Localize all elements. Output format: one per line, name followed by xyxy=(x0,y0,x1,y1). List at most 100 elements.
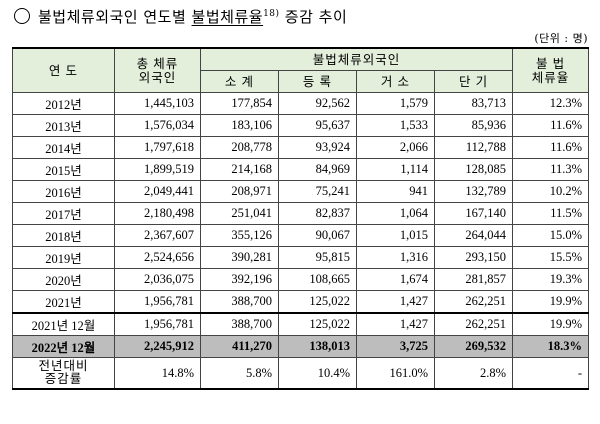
cell-total: 1,576,034 xyxy=(114,114,201,137)
cell-short-term: 264,044 xyxy=(433,224,514,247)
title-suffix: 증감 추이 xyxy=(279,8,348,26)
cell-registered: 75,241 xyxy=(278,180,357,203)
cell-year: 2021년 xyxy=(12,290,115,314)
cell-residence: 2,066 xyxy=(356,136,435,159)
cell-rate: 11.3% xyxy=(512,158,590,181)
cell-short-term: 167,140 xyxy=(433,202,514,225)
cell-residence: 1,427 xyxy=(356,290,435,314)
cell-rate: 11.5% xyxy=(512,202,590,225)
cell-residence: 1,114 xyxy=(356,158,435,181)
cell-short-term: 112,788 xyxy=(433,136,514,159)
cell-residence: 3,725 xyxy=(356,335,435,358)
cell-subtotal: 214,168 xyxy=(200,158,279,181)
title-footnote: 18) xyxy=(263,9,280,19)
cell-registered: 138,013 xyxy=(278,335,357,358)
change-label-line1: 전년대비 xyxy=(38,359,89,373)
cell-subtotal: 390,281 xyxy=(200,246,279,269)
cell-total: 2,180,498 xyxy=(114,202,201,225)
cell-rate: - xyxy=(512,357,590,390)
table-row: 2021년 1,956,781 388,700 125,022 1,427 262,251… xyxy=(12,290,590,314)
cell-residence: 1,316 xyxy=(356,246,435,269)
cell-year: 2018년 xyxy=(12,224,115,247)
title-underlined: 불법체류율 xyxy=(191,8,264,26)
cell-registered: 95,815 xyxy=(278,246,357,269)
cell-short-term: 293,150 xyxy=(433,246,514,269)
cell-short-term: 269,532 xyxy=(433,335,514,358)
cell-rate: 18.3% xyxy=(512,335,590,358)
cell-year: 2019년 xyxy=(12,246,115,269)
header-total-line2: 외국인 xyxy=(138,70,177,85)
header-total-line1: 총 체류 xyxy=(136,56,179,71)
cell-year: 2013년 xyxy=(12,114,115,137)
cell-registered: 108,665 xyxy=(278,268,357,291)
table-row-change: 전년대비 증감률 14.8% 5.8% 10.4% 161.0% 2.8% - xyxy=(12,357,590,390)
cell-registered: 125,022 xyxy=(278,312,357,336)
cell-registered: 82,837 xyxy=(278,202,357,225)
cell-subtotal: 411,270 xyxy=(200,335,279,358)
cell-short-term: 128,085 xyxy=(433,158,514,181)
cell-rate: 15.0% xyxy=(512,224,590,247)
cell-short-term: 281,857 xyxy=(433,268,514,291)
cell-subtotal: 208,778 xyxy=(200,136,279,159)
header-illegal-group: 불법체류외국인 xyxy=(199,47,514,71)
cell-year: 2021년 12월 xyxy=(12,312,115,336)
cell-rate: 19.9% xyxy=(512,290,590,314)
cell-residence: 1,533 xyxy=(356,114,435,137)
cell-rate: 12.3% xyxy=(512,92,590,115)
header-registered: 등 록 xyxy=(278,70,357,93)
cell-total: 2,367,607 xyxy=(114,224,201,247)
cell-rate: 10.2% xyxy=(512,180,590,203)
table-row: 2012년 1,445,103 177,854 92,562 1,579 83,713 12… xyxy=(12,92,590,115)
cell-total: 2,049,441 xyxy=(114,180,201,203)
cell-total: 1,956,781 xyxy=(114,312,201,336)
cell-total: 2,245,912 xyxy=(114,335,201,358)
cell-subtotal: 355,126 xyxy=(200,224,279,247)
cell-rate: 11.6% xyxy=(512,136,590,159)
cell-year: 2016년 xyxy=(12,180,115,203)
cell-subtotal: 388,700 xyxy=(200,312,279,336)
cell-registered: 92,562 xyxy=(278,92,357,115)
header-year: 연 도 xyxy=(12,47,115,93)
cell-total: 1,445,103 xyxy=(114,92,201,115)
header-rate-line1: 불 법 xyxy=(535,56,566,71)
cell-subtotal: 5.8% xyxy=(200,357,279,390)
cell-residence: 1,674 xyxy=(356,268,435,291)
cell-year: 2022년 12월 xyxy=(12,335,115,358)
cell-total: 2,036,075 xyxy=(114,268,201,291)
cell-change-label: 전년대비 증감률 xyxy=(12,357,115,390)
cell-rate: 19.3% xyxy=(512,268,590,291)
cell-subtotal: 392,196 xyxy=(200,268,279,291)
cell-registered: 10.4% xyxy=(278,357,357,390)
header-residence: 거 소 xyxy=(356,70,435,93)
table-row-dec2021: 2021년 12월 1,956,781 388,700 125,022 1,427 262… xyxy=(12,312,590,336)
cell-total: 2,524,656 xyxy=(114,246,201,269)
header-subtotal: 소 계 xyxy=(200,70,279,93)
table-row: 2014년 1,797,618 208,778 93,924 2,066 112,788 1… xyxy=(12,136,590,159)
table-row: 2020년 2,036,075 392,196 108,665 1,674 281,857… xyxy=(12,268,590,291)
cell-short-term: 85,936 xyxy=(433,114,514,137)
cell-year: 2012년 xyxy=(12,92,115,115)
cell-registered: 93,924 xyxy=(278,136,357,159)
header-rate: 불 법 체류율 xyxy=(512,47,590,93)
cell-short-term: 262,251 xyxy=(433,312,514,336)
change-label-line2: 증감률 xyxy=(44,372,83,386)
cell-subtotal: 208,971 xyxy=(200,180,279,203)
cell-subtotal: 251,041 xyxy=(200,202,279,225)
cell-subtotal: 183,106 xyxy=(200,114,279,137)
table-row: 2017년 2,180,498 251,041 82,837 1,064 167,140 1… xyxy=(12,202,590,225)
cell-rate: 11.6% xyxy=(512,114,590,137)
cell-total: 14.8% xyxy=(114,357,201,390)
cell-short-term: 2.8% xyxy=(433,357,514,390)
cell-total: 1,899,519 xyxy=(114,158,201,181)
header-total: 총 체류 외국인 xyxy=(114,47,201,93)
cell-residence: 1,427 xyxy=(356,312,435,336)
cell-residence: 1,015 xyxy=(356,224,435,247)
cell-residence: 161.0% xyxy=(356,357,435,390)
header-short-term: 단 기 xyxy=(433,70,514,93)
circle-bullet-icon xyxy=(14,8,30,24)
cell-rate: 19.9% xyxy=(512,312,590,336)
cell-registered: 125,022 xyxy=(278,290,357,314)
table-row: 2015년 1,899,519 214,168 84,969 1,114 128,085 1… xyxy=(12,158,590,181)
table-row: 2013년 1,576,034 183,106 95,637 1,533 85,936 11… xyxy=(12,114,590,137)
cell-residence: 941 xyxy=(356,180,435,203)
